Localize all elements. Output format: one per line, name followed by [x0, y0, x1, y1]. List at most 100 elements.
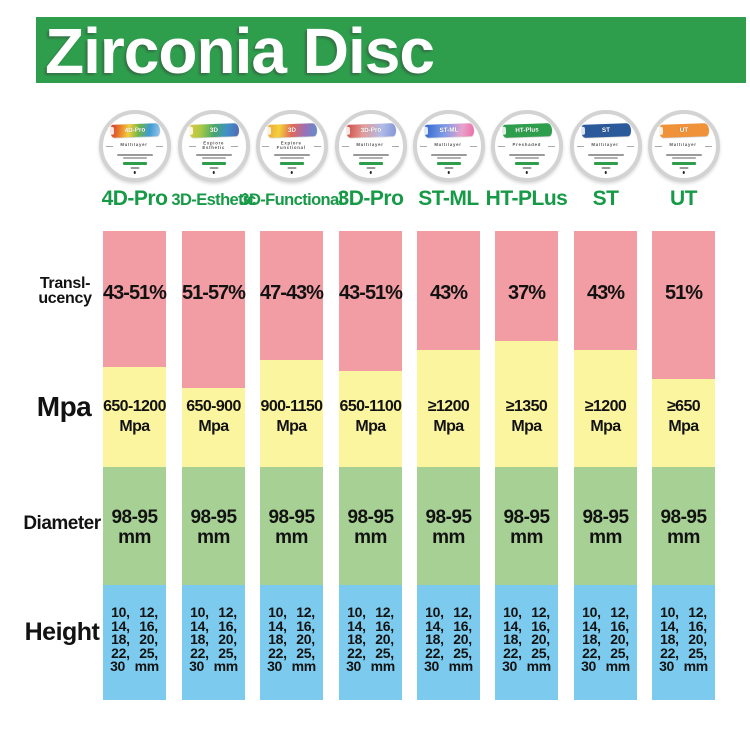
fine-print-line [201, 157, 226, 159]
spec-stacked-bar [182, 231, 245, 700]
mpa-value: 650-1200 Mpa [103, 398, 166, 435]
disc-subtitle: Multilayer [339, 140, 403, 152]
product-column: 3D Explore Esthetic 3D-Esthetic 51-57% [171, 0, 256, 735]
translucency-value: 43-51% [339, 282, 403, 304]
diameter-value: 98-95 mm [190, 507, 237, 548]
fine-print-line [665, 154, 702, 156]
disc-banner-flag: HT-Plus [501, 123, 552, 138]
subtitle-dash-left [106, 145, 114, 147]
disc-banner-label: 3D [209, 127, 218, 134]
diameter-band [417, 467, 480, 585]
fine-print-line [287, 167, 296, 169]
product-name: 3D-Pro [337, 187, 404, 210]
disc-face: HT-Plus Preshaded [495, 114, 559, 178]
translucency-value: 43% [429, 282, 468, 304]
disc-dot [447, 171, 450, 174]
disc-face: 3D Explore Esthetic [182, 114, 246, 178]
mpa-value: ≥650 Mpa [666, 398, 701, 435]
translucency-value: 47-43% [260, 282, 324, 304]
disc-banner-label: 3D [287, 127, 296, 134]
zirconia-disc-image: 3D Explore Esthetic [177, 110, 250, 182]
translucency-value: 43% [586, 282, 625, 304]
product-name: HT-PLus [485, 187, 568, 210]
brand-mark [593, 162, 618, 165]
spec-stacked-bar [260, 231, 323, 700]
diameter-band [574, 467, 637, 585]
diameter-band [339, 467, 402, 585]
height-band [260, 585, 323, 700]
zirconia-disc-image: 3D Explore Functional [255, 110, 328, 182]
mpa-band [103, 367, 166, 467]
fine-print-line [430, 154, 467, 156]
zirconia-disc-image: UT Multilayer [647, 110, 720, 182]
disc-banner-flag: 4D-Pro [109, 123, 160, 138]
product-column: HT-Plus Preshaded HT-PLus 37% ≥135 [486, 0, 568, 735]
disc-banner-label: 4D-Pro [124, 126, 145, 135]
diameter-value: 98-95 mm [503, 507, 550, 548]
zirconia-disc-image: HT-Plus Preshaded [490, 110, 563, 182]
subtitle-dash-right [548, 145, 556, 147]
product-column: ST Multilayer ST 43% ≥1200 Mpa [569, 0, 642, 735]
subtitle-dash-left [262, 145, 270, 147]
product-column: 3D-Pro Multilayer 3D-Pro 43-51% 65 [334, 0, 407, 735]
subtitle-dash-right [626, 145, 634, 147]
disc-subtitle-text: Multilayer [356, 143, 385, 148]
diameter-value: 98-95 mm [425, 507, 472, 548]
disc-face: 4D-Pro Multilayer [103, 114, 167, 178]
subtitle-dash-left [420, 145, 428, 147]
subtitle-dash-right [231, 145, 239, 147]
spec-stacked-bar [495, 231, 558, 700]
product-column: 3D Explore Functional 3D-Functional 47 [240, 0, 343, 735]
translucency-band [574, 231, 637, 350]
height-band [652, 585, 715, 700]
spec-stacked-bar [103, 231, 166, 700]
product-column: UT Multilayer UT 51% ≥650 Mpa [647, 0, 720, 735]
fine-print-line [601, 167, 610, 169]
fine-print-line [279, 157, 304, 159]
height-value: 10, 12, 14, 16, 18, 20, 22, 25, 30 mm [424, 604, 473, 675]
disc-subtitle-text: Multilayer [434, 143, 463, 148]
fine-print-line [195, 154, 232, 156]
zirconia-disc-image: 4D-Pro Multilayer [98, 110, 171, 182]
height-value: 10, 12, 14, 16, 18, 20, 22, 25, 30 mm [502, 604, 551, 675]
height-value: 10, 12, 14, 16, 18, 20, 22, 25, 30 mm [581, 604, 630, 675]
mpa-band [417, 350, 480, 467]
diameter-value: 98-95 mm [582, 507, 629, 548]
translucency-band [339, 231, 402, 371]
translucency-value: 43-51% [103, 282, 167, 304]
disc-banner-flag: 3D-Pro [345, 123, 396, 138]
disc-subtitle: Multilayer [417, 140, 481, 152]
subtitle-dash-left [342, 145, 350, 147]
mpa-band [260, 360, 323, 467]
page-title: Zirconia Disc [45, 15, 435, 87]
fine-print-line [587, 154, 624, 156]
page-header: Zirconia Disc [36, 17, 746, 83]
disc-face: 3D-Pro Multilayer [339, 114, 403, 178]
height-value: 10, 12, 14, 16, 18, 20, 22, 25, 30 mm [659, 604, 708, 675]
diameter-value: 98-95 mm [660, 507, 707, 548]
height-band [103, 585, 166, 700]
translucency-band [103, 231, 166, 367]
subtitle-dash-right [313, 145, 321, 147]
disc-dot [369, 171, 372, 174]
translucency-value: 51% [664, 282, 703, 304]
translucency-value: 51-57% [182, 282, 246, 304]
product-name: UT [670, 187, 698, 210]
fine-print-line [444, 167, 453, 169]
product-name: 4D-Pro [101, 187, 168, 210]
height-value: 10, 12, 14, 16, 18, 20, 22, 25, 30 mm [267, 604, 316, 675]
row-label-translucency: Transl- ucency [38, 275, 92, 307]
brand-mark [514, 162, 539, 165]
mpa-band [182, 388, 245, 467]
row-label-height: Height [24, 618, 100, 646]
spec-stacked-bar [417, 231, 480, 700]
mpa-value: 650-1100 Mpa [339, 398, 403, 435]
fine-print-line [130, 167, 139, 169]
brand-mark [201, 162, 226, 165]
disc-subtitle-text: Preshaded [512, 143, 541, 148]
fine-print-line [366, 167, 375, 169]
height-value: 10, 12, 14, 16, 18, 20, 22, 25, 30 mm [110, 604, 159, 675]
fine-print-line [209, 167, 218, 169]
mpa-value: ≥1200 Mpa [584, 398, 627, 435]
disc-face: ST-ML Multilayer [417, 114, 481, 178]
